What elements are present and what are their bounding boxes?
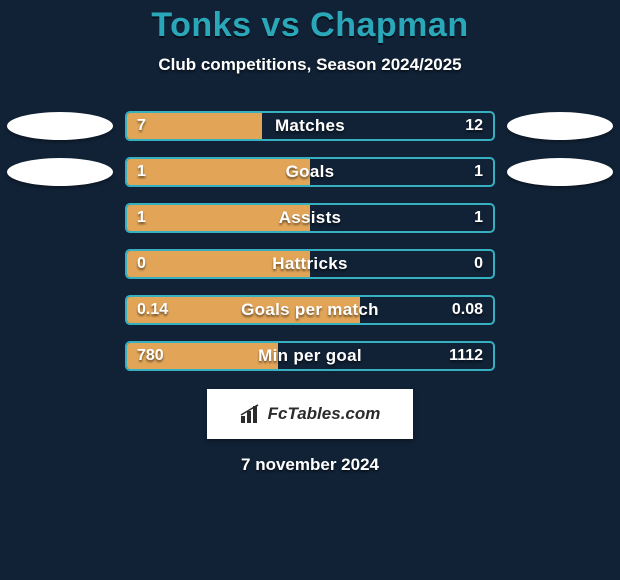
player-left-badge	[7, 158, 113, 186]
player-right-badge	[507, 158, 613, 186]
stat-value-left: 1	[137, 163, 146, 181]
stat-value-left: 780	[137, 347, 164, 365]
stat-bar: 1 Goals 1	[125, 157, 495, 187]
stat-value-left: 0.14	[137, 301, 168, 319]
stat-bar: 0 Hattricks 0	[125, 249, 495, 279]
player-left-badge	[7, 112, 113, 140]
stat-bar: 1 Assists 1	[125, 203, 495, 233]
stat-bar: 7 Matches 12	[125, 111, 495, 141]
stat-value-left: 7	[137, 117, 146, 135]
stat-bar: 0.14 Goals per match 0.08	[125, 295, 495, 325]
stat-value-right: 1	[474, 209, 483, 227]
stat-bar-fill	[127, 251, 310, 277]
stat-bar-fill	[127, 205, 310, 231]
stat-row-2: 1 Assists 1	[0, 195, 620, 241]
brand-text: FcTables.com	[268, 404, 381, 424]
stat-value-right: 1112	[449, 347, 483, 365]
page-title: Tonks vs Chapman	[0, 6, 620, 45]
stat-bar-fill	[127, 159, 310, 185]
brand-badge[interactable]: FcTables.com	[207, 389, 413, 439]
subtitle: Club competitions, Season 2024/2025	[0, 55, 620, 75]
stat-row-5: 780 Min per goal 1112	[0, 333, 620, 379]
stat-row-4: 0.14 Goals per match 0.08	[0, 287, 620, 333]
stat-row-0: 7 Matches 12	[0, 103, 620, 149]
brand-chart-icon	[240, 404, 262, 424]
date-text: 7 november 2024	[0, 455, 620, 475]
comparison-infographic: Tonks vs Chapman Club competitions, Seas…	[0, 0, 620, 580]
stat-value-left: 0	[137, 255, 146, 273]
stat-row-1: 1 Goals 1	[0, 149, 620, 195]
stat-value-right: 0.08	[452, 301, 483, 319]
stat-value-right: 1	[474, 163, 483, 181]
stat-value-right: 12	[465, 117, 483, 135]
stat-bar: 780 Min per goal 1112	[125, 341, 495, 371]
stats-container: 7 Matches 12 1 Goals 1 1 Assists 1 0 H	[0, 103, 620, 379]
stat-value-left: 1	[137, 209, 146, 227]
stat-row-3: 0 Hattricks 0	[0, 241, 620, 287]
stat-bar-fill	[127, 113, 262, 139]
player-right-badge	[507, 112, 613, 140]
stat-value-right: 0	[474, 255, 483, 273]
